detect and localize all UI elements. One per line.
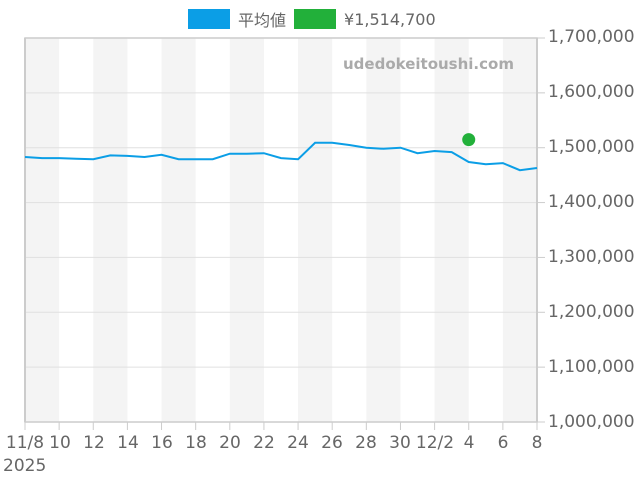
x-tick-label: 20 (219, 433, 241, 453)
legend-label: ¥1,514,700 (344, 9, 436, 29)
y-tick-label: 1,200,000 (548, 302, 635, 322)
y-tick-label: 1,500,000 (548, 137, 635, 157)
gridlines (25, 37, 537, 423)
legend-item-average[interactable]: 平均値 (188, 7, 286, 31)
x-tick-label: 4 (463, 433, 475, 453)
x-tick-label: 30 (389, 433, 411, 453)
x-tick-label: 14 (117, 433, 139, 453)
legend: 平均値 ¥1,514,700 (188, 8, 444, 30)
watermark: udedokeitoushi.com (343, 55, 514, 73)
x-tick-label: 10 (49, 433, 71, 453)
x-tick-label: 18 (185, 433, 207, 453)
legend-swatch-green (294, 9, 337, 29)
legend-item-price[interactable]: ¥1,514,700 (294, 9, 436, 29)
current-price-point[interactable] (462, 133, 476, 147)
x-tick-label: 8 (531, 433, 543, 453)
y-tick-label: 1,100,000 (548, 357, 635, 377)
x-tick-label: 22 (253, 433, 275, 453)
y-tick-label: 1,000,000 (548, 412, 635, 432)
axis-ticks (24, 37, 545, 430)
x-tick-label: 11/8 (5, 433, 45, 453)
legend-label: 平均値 (238, 11, 287, 30)
y-tick-label: 1,400,000 (548, 192, 635, 212)
x-tick-label: 26 (321, 433, 343, 453)
x-tick-label: 28 (355, 433, 377, 453)
x-tick-label: 24 (287, 433, 309, 453)
y-tick-label: 1,600,000 (548, 82, 635, 102)
average-price-line (24, 141, 538, 172)
y-tick-label: 1,300,000 (548, 247, 635, 267)
x-tick-label: 16 (151, 433, 173, 453)
alternating-bands (25, 38, 537, 422)
y-tick-label: 1,700,000 (548, 27, 635, 47)
x-axis-year: 2025 (3, 456, 47, 476)
x-tick-label: 12/2 (415, 433, 455, 453)
x-tick-label: 6 (497, 433, 509, 453)
x-tick-label: 12 (83, 433, 105, 453)
legend-swatch-blue (188, 9, 230, 29)
